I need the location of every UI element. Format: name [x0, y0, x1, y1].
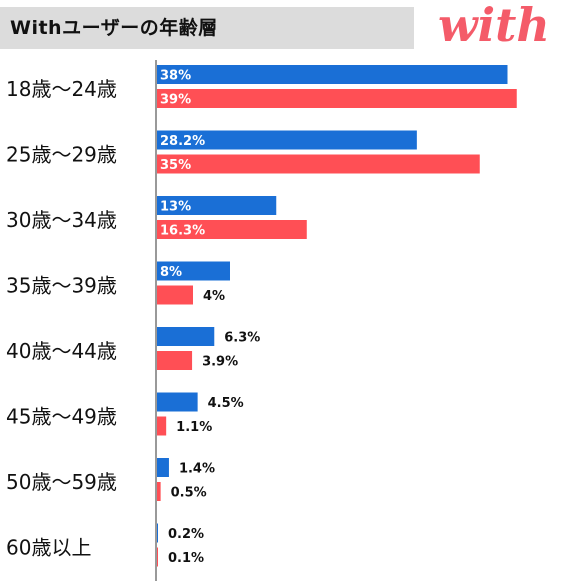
- data-label: 35%: [160, 158, 191, 173]
- data-label: 3.9%: [202, 355, 238, 370]
- bar-series-b: [156, 482, 161, 501]
- data-label: 0.5%: [171, 486, 207, 501]
- category-label: 35歳〜39歳: [6, 274, 117, 298]
- category-label: 50歳〜59歳: [6, 470, 117, 494]
- with-logo: with: [438, 0, 550, 52]
- data-label: 28.2%: [160, 134, 205, 149]
- bar-series-a: [156, 65, 508, 84]
- bar-series-b: [156, 89, 517, 108]
- data-label: 13%: [160, 200, 191, 215]
- data-label: 0.2%: [168, 527, 204, 542]
- data-label: 4%: [203, 289, 225, 304]
- data-label: 4.5%: [208, 396, 244, 411]
- category-label: 40歳〜44歳: [6, 339, 117, 363]
- bar-series-a: [156, 261, 230, 281]
- bar-series-b: [156, 351, 193, 370]
- bar-series-a: [156, 327, 215, 346]
- data-label: 38%: [160, 69, 191, 84]
- data-label: 0.1%: [168, 551, 204, 566]
- category-label: 25歳〜29歳: [6, 143, 117, 167]
- data-label: 39%: [160, 93, 191, 108]
- bar-series-b: [156, 285, 193, 305]
- bar-series-b: [156, 154, 480, 174]
- bar-series-a: [156, 196, 277, 215]
- bar-series-a: [156, 130, 417, 150]
- data-label: 6.3%: [224, 331, 260, 346]
- bar-series-b: [156, 220, 307, 239]
- category-label: 30歳〜34歳: [6, 208, 117, 232]
- chart-title-bar: Withユーザーの年齢層: [0, 7, 414, 49]
- bar-series-a: [156, 392, 198, 412]
- category-label: 45歳〜49歳: [6, 405, 117, 429]
- category-label: 18歳〜24歳: [6, 77, 117, 101]
- category-label: 60歳以上: [6, 536, 91, 560]
- data-label: 1.4%: [179, 462, 215, 477]
- data-label: 8%: [160, 265, 182, 280]
- bar-series-b: [156, 416, 167, 436]
- data-label: 16.3%: [160, 224, 205, 239]
- bar-series-a: [156, 458, 169, 477]
- chart-title: Withユーザーの年齢層: [10, 17, 218, 39]
- data-label: 1.1%: [176, 420, 212, 435]
